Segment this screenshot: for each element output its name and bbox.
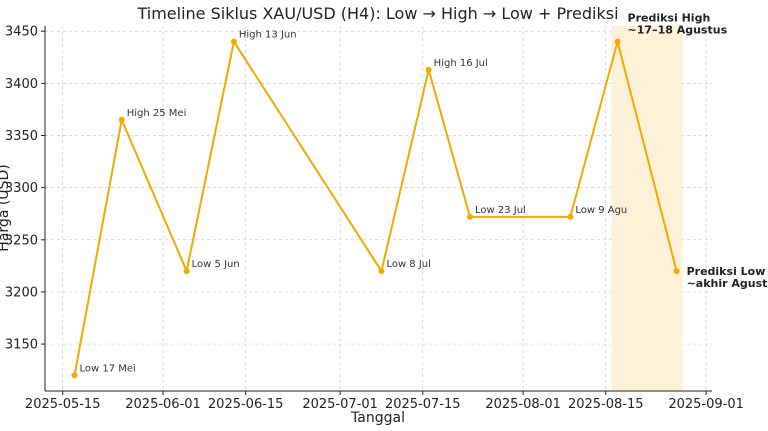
series [71, 37, 680, 379]
prediction-annotation-line: ~17–18 Agustus [628, 24, 728, 37]
x-tick-label: 2025-07-01 [302, 397, 378, 412]
x-tick-label: 2025-07-15 [385, 397, 461, 412]
x-tick-label: 2025-09-01 [668, 397, 744, 412]
data-point-label: Low 23 Jul [475, 205, 526, 216]
y-tick-label: 3250 [5, 233, 38, 248]
series-line [73, 37, 678, 376]
data-point [466, 213, 473, 220]
x-tick-label: 2025-05-15 [25, 397, 101, 412]
y-tick-label: 3200 [5, 285, 38, 300]
y-tick-label: 3300 [5, 181, 38, 196]
y-tick-label: 3450 [5, 25, 38, 40]
data-point-label: Low 9 Agu [575, 205, 627, 216]
y-tick-label: 3400 [5, 77, 38, 92]
y-tick-label: 3150 [5, 338, 38, 353]
data-point-label: Low 17 Mei [80, 363, 136, 374]
x-tick-label: 2025-08-01 [485, 397, 561, 412]
prediction-annotation: Prediksi High ~17–18 Agustus [628, 12, 728, 37]
y-tick-label: 3350 [5, 129, 38, 144]
prediction-shaded-region [611, 26, 683, 391]
y-axis-title: Harga (USD) [0, 164, 12, 251]
prediction-shade-rect [611, 26, 683, 391]
prediction-annotation-line: Prediksi High [628, 12, 711, 25]
y-ticks: 3150 3200 3250 3300 3350 3400 3450 [5, 25, 45, 353]
data-point [71, 372, 78, 379]
data-point-label: High 13 Jun [239, 30, 297, 41]
point-labels: Low 17 Mei High 25 Mei Low 5 Jun High 13 Ju… [80, 30, 628, 375]
chart-title: Timeline Siklus XAU/USD (H4): Low → High… [136, 4, 618, 23]
prediction-annotation-line: ~akhir Agustus [687, 277, 768, 290]
data-point [673, 268, 680, 275]
data-point-label: High 16 Jul [434, 58, 488, 69]
prediction-annotation-line: Prediksi Low [687, 265, 766, 278]
data-point [378, 268, 385, 275]
data-point [614, 38, 621, 45]
x-axis-title: Tanggal [350, 410, 405, 426]
axes [44, 26, 712, 392]
x-ticks: 2025-05-15 2025-06-01 2025-06-15 2025-07-01… [25, 391, 744, 412]
x-tick-label: 2025-06-01 [125, 397, 201, 412]
data-point [425, 66, 432, 73]
data-point-label: Low 5 Jun [192, 259, 240, 270]
x-tick-label: 2025-08-15 [568, 397, 644, 412]
x-tick-label: 2025-06-15 [208, 397, 284, 412]
data-point [567, 213, 574, 220]
data-point [183, 268, 190, 275]
data-point-label: High 25 Mei [127, 108, 187, 119]
data-point [118, 116, 125, 123]
data-point-label: Low 8 Jul [386, 259, 430, 270]
prediction-annotation: Prediksi Low~akhir Agustus [687, 265, 768, 290]
data-point [230, 38, 237, 45]
